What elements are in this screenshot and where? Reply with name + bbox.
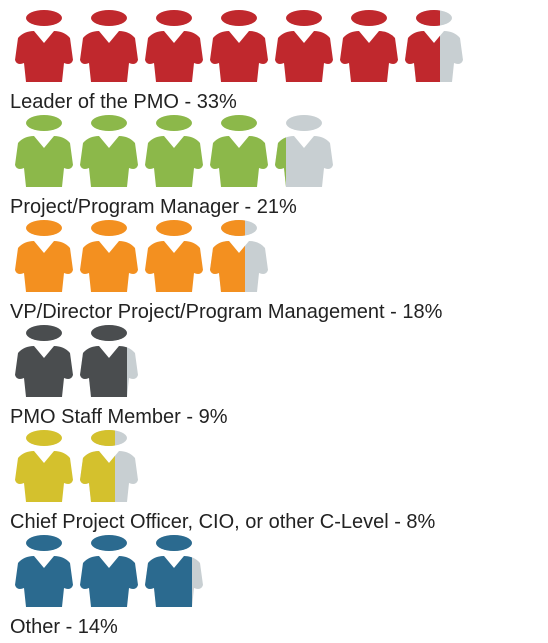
category-label: Project/Program Manager - 21% (10, 196, 297, 218)
person-icon (145, 220, 203, 292)
icon-row (15, 430, 138, 502)
person-icon (15, 220, 73, 292)
person-icon (15, 10, 73, 82)
person-icon (210, 220, 245, 292)
person-icon (80, 115, 138, 187)
category-label: Other - 14% (10, 616, 118, 638)
person-icon (80, 535, 138, 607)
person-icon (80, 430, 115, 502)
person-icon (80, 325, 127, 397)
icon-row (15, 115, 333, 187)
person-icon (210, 115, 268, 187)
person-icon (15, 325, 73, 397)
person-icon (80, 10, 138, 82)
person-icon (145, 115, 203, 187)
person-icon (15, 115, 73, 187)
person-icon (405, 10, 440, 82)
icon-row (15, 535, 203, 607)
person-icon (275, 137, 286, 187)
person-icon (275, 115, 333, 187)
person-icon (145, 10, 203, 82)
person-icon (15, 430, 73, 502)
icon-row (15, 325, 138, 397)
icon-row (15, 10, 463, 82)
person-icon (80, 220, 138, 292)
person-icon (340, 10, 398, 82)
category-label: PMO Staff Member - 9% (10, 406, 228, 428)
person-icon (275, 10, 333, 82)
category-label: Leader of the PMO - 33% (10, 91, 237, 113)
person-icon (15, 535, 73, 607)
person-icon (145, 535, 192, 607)
icon-row (15, 220, 268, 292)
category-label: Chief Project Officer, CIO, or other C-L… (10, 511, 436, 533)
category-label: VP/Director Project/Program Management -… (10, 301, 443, 323)
person-icon (210, 10, 268, 82)
